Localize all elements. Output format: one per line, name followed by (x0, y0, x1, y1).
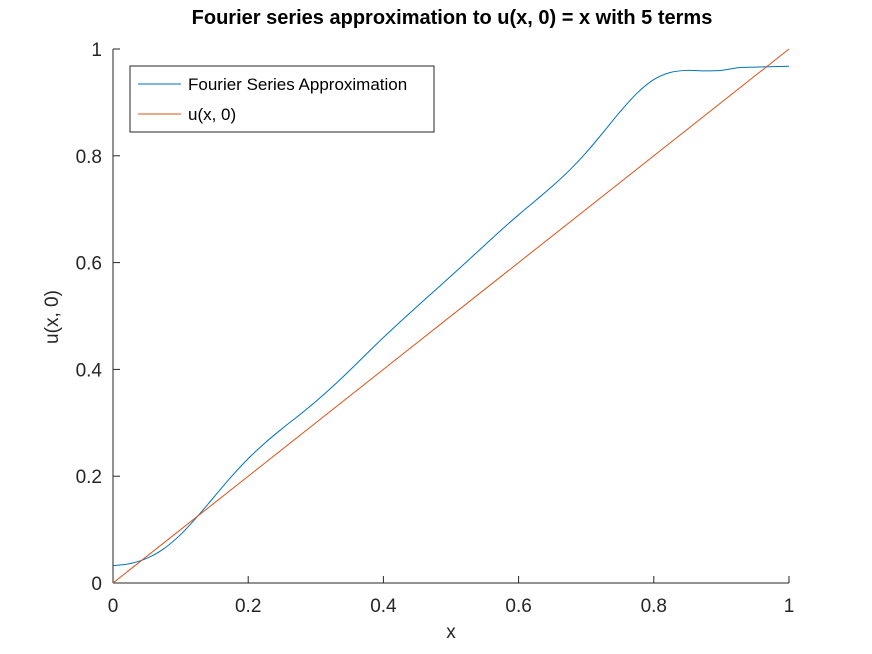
y-tick-label: 0 (91, 574, 102, 595)
y-axis-label: u(x, 0) (42, 290, 63, 344)
x-axis-label: x (446, 622, 456, 643)
chart-title: Fourier series approximation to u(x, 0) … (192, 7, 713, 29)
y-tick-label: 0.6 (76, 254, 102, 275)
legend: Fourier Series Approximation u(x, 0) (129, 65, 435, 133)
x-tick-label: 0.8 (641, 596, 667, 617)
y-tick-label: 0.4 (76, 360, 103, 381)
exact-solution-line (112, 48, 790, 584)
y-tick-label: 0.8 (76, 147, 102, 168)
x-tick-label: 0.2 (235, 596, 261, 617)
y-tick-label: 0.2 (76, 467, 102, 488)
legend-box (129, 65, 435, 133)
fourier-series-line (112, 65, 790, 567)
x-tick-label: 0 (108, 596, 119, 617)
y-tick-label: 1 (91, 40, 102, 61)
legend-label-fourier: Fourier Series Approximation (188, 75, 407, 94)
legend-label-exact: u(x, 0) (188, 105, 236, 124)
x-tick-label: 1 (784, 596, 795, 617)
x-tick-label: 0.4 (370, 596, 397, 617)
x-tick-label: 0.6 (505, 596, 531, 617)
plot-area: 0 0.2 0.4 0.6 0.8 1 0 0.2 0.4 0.6 0.8 1 (76, 40, 795, 617)
